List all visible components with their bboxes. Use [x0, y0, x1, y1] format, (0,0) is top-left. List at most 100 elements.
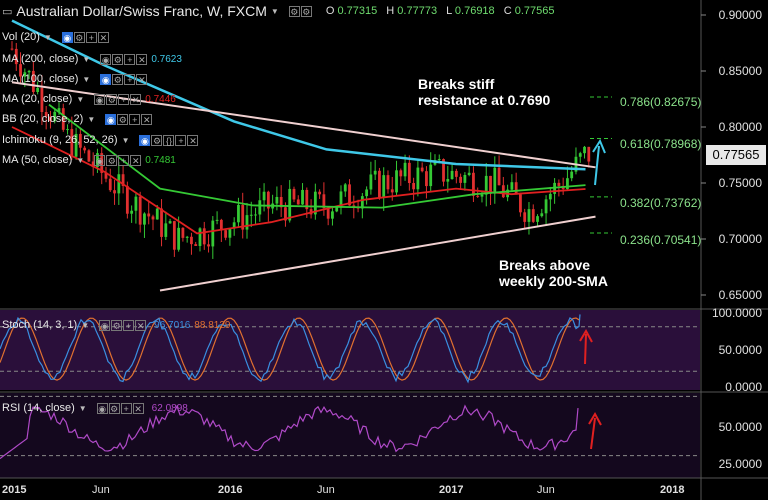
close-icon[interactable]: ✕ — [135, 319, 147, 331]
settings-icon[interactable]: ⚙ — [288, 5, 300, 17]
eye-icon[interactable]: ◉ — [99, 319, 111, 331]
close-icon[interactable]: ✕ — [130, 154, 142, 166]
add-icon[interactable]: + — [123, 319, 135, 331]
add-icon[interactable]: + — [124, 73, 136, 85]
settings-icon[interactable]: ⚙ — [106, 93, 118, 105]
chevron-down-icon[interactable]: ▼ — [76, 155, 85, 165]
chevron-down-icon[interactable]: ▼ — [270, 6, 279, 16]
candle-body — [480, 194, 484, 197]
candle-body — [352, 205, 356, 207]
price-tick: 0.80000 — [718, 120, 762, 134]
indicator-row-bb[interactable]: BB (20, close, 2) ▼ ◉ ⚙ + ✕ — [2, 110, 153, 128]
add-icon[interactable]: + — [118, 93, 130, 105]
candle-body — [523, 212, 527, 222]
settings-icon[interactable]: ⚙ — [112, 53, 124, 65]
chevron-down-icon[interactable]: ▼ — [76, 94, 85, 104]
chevron-down-icon[interactable]: ▼ — [87, 114, 96, 124]
eye-icon[interactable]: ◉ — [94, 93, 106, 105]
candle-body — [587, 146, 591, 162]
candle-body — [544, 199, 548, 214]
candle-body — [373, 170, 377, 175]
indicator-value: 0.7446 — [145, 93, 176, 105]
chevron-down-icon[interactable]: ▼ — [81, 320, 90, 330]
candle-body — [412, 183, 416, 190]
candle-body — [138, 196, 142, 225]
chevron-down-icon[interactable]: ▼ — [82, 54, 91, 64]
eye-icon[interactable]: ◉ — [139, 134, 151, 146]
candle-body — [313, 191, 317, 215]
close-icon[interactable]: ✕ — [136, 53, 148, 65]
eye-icon[interactable]: ◉ — [61, 31, 73, 43]
close-icon[interactable]: ✕ — [97, 31, 109, 43]
settings-icon[interactable]: ⚙ — [73, 31, 85, 43]
close-icon[interactable]: ✕ — [141, 113, 153, 125]
candle-body — [322, 194, 326, 209]
candle-body — [514, 182, 518, 195]
eye-icon[interactable]: ◉ — [96, 402, 108, 414]
candle-body — [194, 244, 198, 246]
candle-body — [83, 147, 87, 151]
candle-body — [202, 228, 206, 245]
stoch-header[interactable]: Stoch (14, 3, 1) ▼ ◉ ⚙ + ✕ 96.7016 88.8129 — [2, 316, 230, 334]
add-icon[interactable]: + — [118, 154, 130, 166]
candle-body — [245, 215, 249, 230]
symbol-header[interactable]: ▭ Australian Dollar/Swiss Franc, W, FXCM… — [2, 2, 561, 20]
candle-body — [78, 133, 82, 148]
candle-body — [583, 146, 586, 154]
rsi-pane[interactable] — [0, 395, 700, 460]
candle-body — [382, 175, 386, 198]
indicator-row-ichimoku[interactable]: Ichimoku (9, 26, 52, 26) ▼ ◉ ⚙{} + ✕ — [2, 131, 199, 149]
settings-icon[interactable]: ⚙ — [117, 113, 129, 125]
indicator-row-ma50[interactable]: MA (50, close) ▼ ◉ ⚙ + ✕ 0.7481 — [2, 151, 176, 169]
eye-icon[interactable]: ◉ — [105, 113, 117, 125]
indicator-label: MA (200, close) — [2, 53, 79, 65]
chevron-down-icon[interactable]: ▼ — [82, 74, 91, 84]
indicator-row-vol[interactable]: Vol (20) ▼ ◉ ⚙ + ✕ — [2, 28, 109, 46]
chevron-down-icon[interactable]: ▼ — [78, 403, 87, 413]
fib-label: 0.618(0.78968) — [620, 137, 702, 151]
candle-body — [489, 175, 492, 194]
braces-icon[interactable]: {} — [163, 134, 175, 146]
candle-body — [10, 48, 14, 50]
add-icon[interactable]: + — [124, 53, 136, 65]
candle-body — [369, 174, 373, 190]
settings-icon[interactable]: ⚙ — [112, 73, 124, 85]
close-icon[interactable]: ✕ — [187, 134, 199, 146]
settings-icon[interactable]: ⚙ — [151, 134, 163, 146]
candle-body — [403, 162, 407, 177]
eye-icon[interactable]: ◉ — [94, 154, 106, 166]
indicator-row-ma100[interactable]: MA (100, close) ▼ ◉ ⚙ + ✕ — [2, 70, 148, 88]
settings-icon[interactable]: ⚙ — [108, 402, 120, 414]
time-tick: Jun — [92, 484, 110, 496]
rsi-header[interactable]: RSI (14, close) ▼ ◉ ⚙ + ✕ 62.0898 — [2, 399, 188, 417]
price-tick: 0.90000 — [718, 8, 762, 22]
eye-icon[interactable]: ◉ — [100, 73, 112, 85]
add-icon[interactable]: + — [175, 134, 187, 146]
rsi-label: RSI (14, close) — [2, 402, 75, 414]
candle-body — [378, 170, 381, 198]
indicator-row-ma200[interactable]: MA (200, close) ▼ ◉ ⚙ + ✕ 0.7623 — [2, 50, 182, 68]
format-icon[interactable]: ⚙ — [300, 5, 312, 17]
candle-body — [31, 70, 35, 92]
settings-icon[interactable]: ⚙ — [111, 319, 123, 331]
chart-icon[interactable]: ▭ — [2, 5, 13, 18]
candle-body — [407, 162, 411, 184]
add-icon[interactable]: + — [85, 31, 97, 43]
add-icon[interactable]: + — [129, 113, 141, 125]
chevron-down-icon[interactable]: ▼ — [121, 135, 130, 145]
add-icon[interactable]: + — [120, 402, 132, 414]
candle-body — [578, 153, 582, 157]
rsi-arrow-head — [588, 411, 602, 426]
close-icon[interactable]: ✕ — [130, 93, 142, 105]
indicator-row-ma20[interactable]: MA (20, close) ▼ ◉ ⚙ + ✕ 0.7446 — [2, 90, 176, 108]
stoch-pane[interactable] — [0, 314, 700, 384]
close-icon[interactable]: ✕ — [132, 402, 144, 414]
chevron-down-icon[interactable]: ▼ — [43, 32, 52, 42]
settings-icon[interactable]: ⚙ — [106, 154, 118, 166]
close-icon[interactable]: ✕ — [136, 73, 148, 85]
fib-levels — [590, 96, 612, 234]
fib-label: 0.236(0.70541) — [620, 233, 702, 247]
candle-body — [557, 182, 561, 186]
eye-icon[interactable]: ◉ — [100, 53, 112, 65]
